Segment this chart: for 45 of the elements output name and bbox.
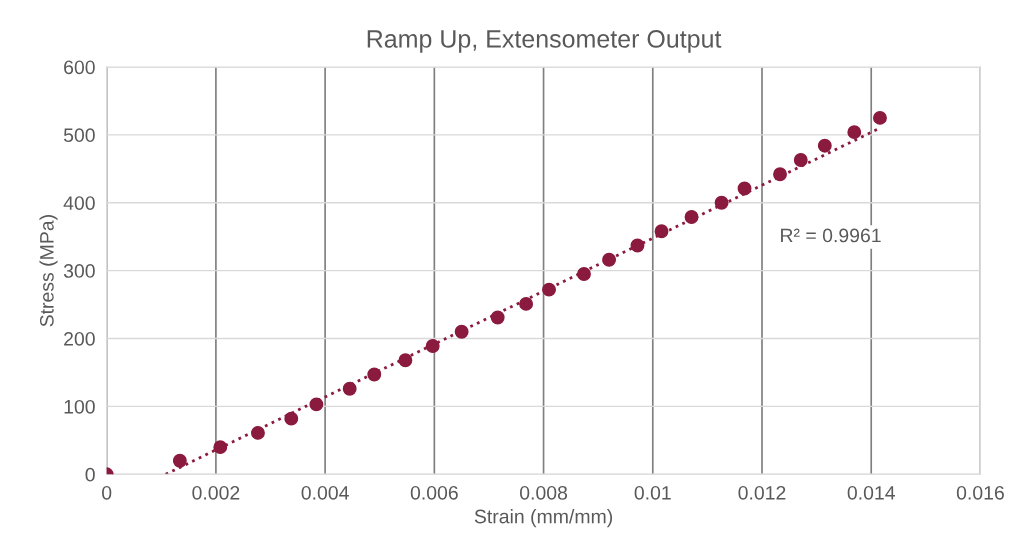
point xyxy=(737,181,752,196)
y-tick-label: 0 xyxy=(85,467,95,482)
point xyxy=(425,339,440,353)
point xyxy=(454,324,469,339)
point xyxy=(519,296,534,311)
x-tick-label: 0 xyxy=(102,485,112,500)
point xyxy=(284,411,299,426)
point xyxy=(602,252,617,267)
x-tick-label: 0.008 xyxy=(519,485,568,500)
y-tick-label: 500 xyxy=(63,128,95,143)
x-tick-label: 0.004 xyxy=(301,485,349,500)
point xyxy=(654,224,669,239)
point xyxy=(817,138,832,153)
x-tick-label: 0.012 xyxy=(738,485,786,500)
point xyxy=(714,195,729,210)
point xyxy=(213,440,228,455)
point xyxy=(309,397,324,412)
y-axis-title: Stress (MPa) xyxy=(39,215,58,327)
point xyxy=(873,110,887,125)
x-tick-label: 0.014 xyxy=(847,485,895,500)
point xyxy=(251,425,265,440)
y-tick-label: 300 xyxy=(63,264,95,278)
point xyxy=(773,167,787,182)
annotation: R² = 0.9961 xyxy=(781,228,881,243)
point xyxy=(342,381,357,396)
point xyxy=(630,238,645,253)
point xyxy=(577,267,591,281)
point xyxy=(542,282,556,297)
x-tick-label: 0.002 xyxy=(192,485,240,500)
x-tick-label: 0.006 xyxy=(410,485,458,500)
point xyxy=(490,310,505,325)
x-axis-title: Strain (mm/mm) xyxy=(474,509,613,528)
y-tick-label: 200 xyxy=(64,331,95,346)
point xyxy=(847,125,862,140)
point xyxy=(793,153,808,167)
x-tick-label: 0.016 xyxy=(956,485,1004,500)
x-tick-label: 0.01 xyxy=(634,485,671,500)
y-tick-label: 400 xyxy=(63,196,95,210)
point xyxy=(684,210,699,224)
y-tick-label: 100 xyxy=(64,399,95,414)
chart-title: Ramp Up, Extensometer Output xyxy=(367,30,722,53)
point xyxy=(172,453,187,468)
y-tick-label: 600 xyxy=(64,60,95,75)
point xyxy=(367,367,382,382)
point xyxy=(398,353,413,368)
